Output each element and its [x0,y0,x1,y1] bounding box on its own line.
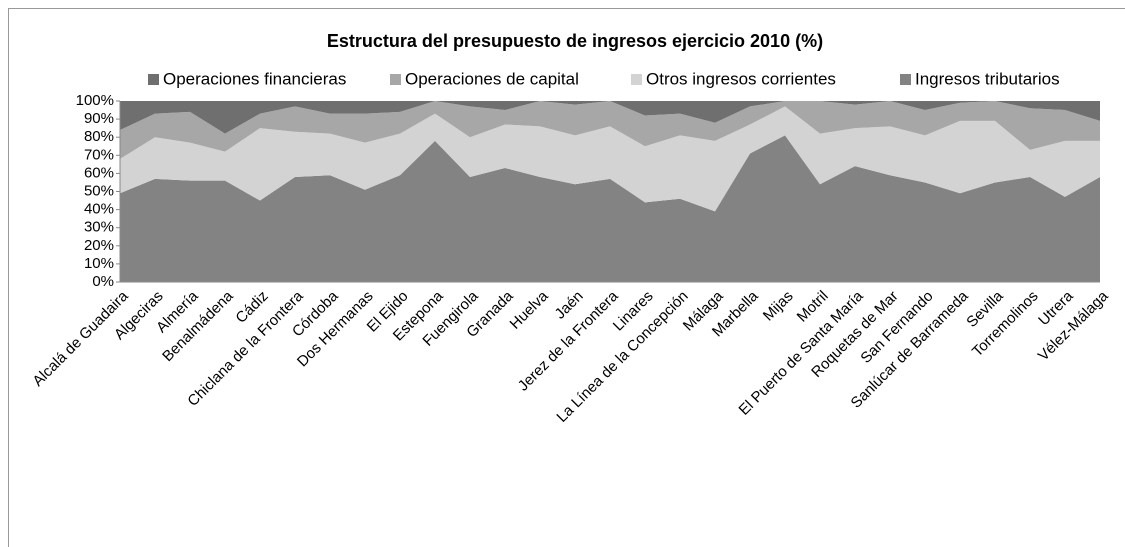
y-tick-label: 10% [84,255,114,272]
y-tick-label: 20% [84,237,114,254]
legend-swatch [631,74,642,85]
chart-title: Estructura del presupuesto de ingresos e… [327,31,823,51]
y-tick-label: 0% [92,273,114,290]
y-tick-label: 70% [84,146,114,163]
x-tick-label: Huelva [507,287,553,333]
y-tick-label: 80% [84,128,114,145]
area [120,101,1100,159]
legend-swatch [900,74,911,85]
x-tick-label: Alcalá de Guadaira [29,287,132,390]
legend-swatch [148,74,159,85]
legend-label: Ingresos tributarios [915,69,1060,88]
legend-label: Operaciones de capital [405,69,579,88]
y-tick-label: 30% [84,219,114,236]
y-tick-label: 100% [76,92,114,109]
legend-label: Otros ingresos corrientes [646,69,836,88]
y-tick-label: 90% [84,110,114,127]
y-tick-label: 50% [84,182,114,199]
area [120,106,1100,212]
chart-frame [8,8,1125,547]
x-tick-label: Mijas [760,288,797,325]
area [120,135,1100,282]
legend-label: Operaciones financieras [163,69,346,88]
y-tick-label: 40% [84,201,114,218]
legend-swatch [390,74,401,85]
y-tick-label: 60% [84,164,114,181]
area [120,101,1100,134]
